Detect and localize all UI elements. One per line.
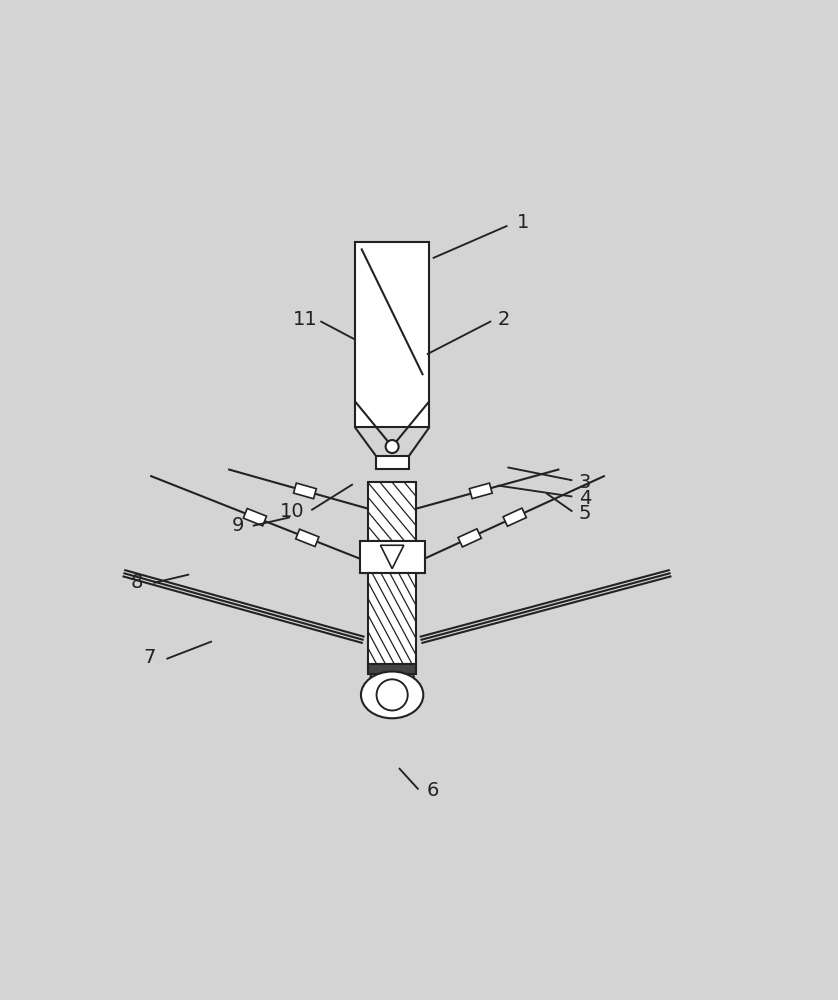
Text: 3: 3 bbox=[579, 473, 592, 492]
Circle shape bbox=[376, 679, 408, 710]
Text: 8: 8 bbox=[131, 573, 143, 592]
Text: 4: 4 bbox=[579, 489, 592, 508]
Bar bbox=[368, 482, 416, 541]
Text: 7: 7 bbox=[144, 648, 156, 667]
Polygon shape bbox=[380, 545, 404, 569]
Text: 2: 2 bbox=[498, 310, 510, 329]
Text: 1: 1 bbox=[517, 213, 530, 232]
Polygon shape bbox=[293, 483, 317, 499]
Text: 6: 6 bbox=[427, 781, 438, 800]
Bar bbox=[368, 664, 416, 674]
Polygon shape bbox=[503, 508, 526, 526]
Polygon shape bbox=[458, 529, 481, 547]
Bar bbox=[354, 242, 430, 427]
Bar bbox=[368, 573, 416, 664]
Circle shape bbox=[385, 440, 399, 453]
Bar bbox=[376, 456, 409, 469]
Text: 11: 11 bbox=[293, 310, 318, 329]
Bar bbox=[360, 541, 425, 573]
Ellipse shape bbox=[361, 672, 423, 718]
Text: 9: 9 bbox=[231, 516, 244, 535]
Text: 10: 10 bbox=[280, 502, 305, 521]
Text: 5: 5 bbox=[579, 504, 592, 523]
Polygon shape bbox=[296, 529, 319, 547]
Polygon shape bbox=[469, 483, 492, 499]
Polygon shape bbox=[243, 509, 266, 526]
